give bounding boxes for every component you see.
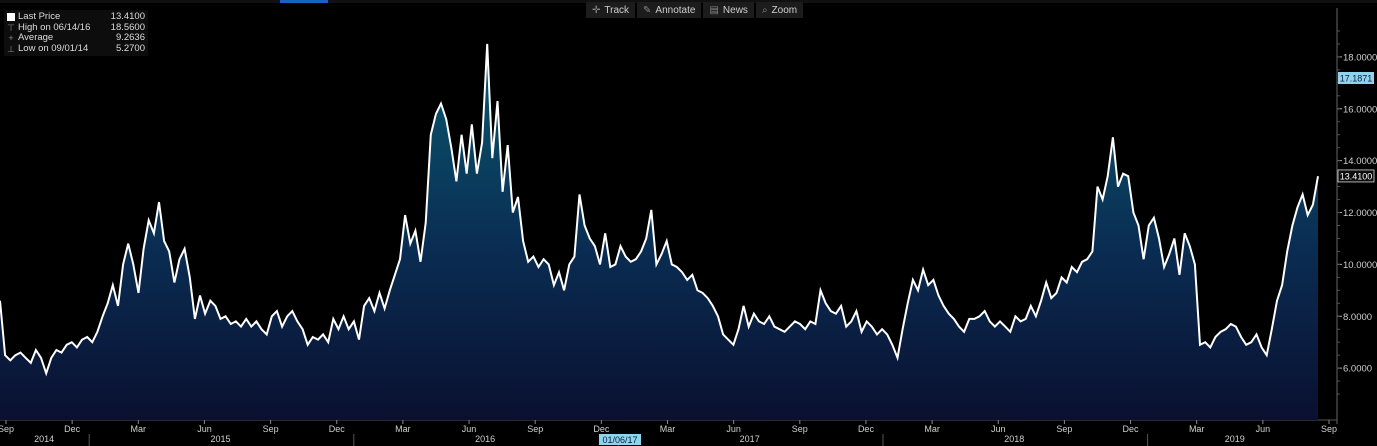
x-month-label: Jun xyxy=(726,424,741,434)
x-year-label: 2016 xyxy=(475,434,495,444)
legend-value: 5.2700 xyxy=(115,42,145,54)
y-tick-label: 6.0000 xyxy=(1343,364,1372,375)
y-marker-label: 13.4100 xyxy=(1340,171,1373,181)
x-month-label: Mar xyxy=(131,424,147,434)
x-month-label: Mar xyxy=(1189,424,1205,434)
y-markers: 17.1871 13.4100 xyxy=(1337,71,1375,183)
legend-row-low: ⊥ Low on 09/01/14 5.2700 xyxy=(7,42,145,55)
track-button[interactable]: ✛ Track xyxy=(586,2,636,18)
x-month-label: Jun xyxy=(462,424,477,434)
y-tick-label: 18.0000 xyxy=(1343,52,1377,63)
y-tick-label: 14.0000 xyxy=(1343,156,1377,167)
crosshair-date-label: 01/06/17 xyxy=(602,435,637,445)
x-month-label: Mar xyxy=(660,424,676,434)
y-tick-label: 12.0000 xyxy=(1343,208,1377,219)
x-year-label: 2014 xyxy=(34,434,54,444)
x-year-label: 2015 xyxy=(210,434,230,444)
x-month-label: Dec xyxy=(329,424,346,434)
x-month-label: Mar xyxy=(395,424,411,434)
news-label: News xyxy=(722,4,748,16)
x-month-label: Sep xyxy=(0,424,14,434)
pencil-icon: ✎ xyxy=(643,4,652,16)
x-month-label: Jun xyxy=(197,424,212,434)
annotate-label: Annotate xyxy=(655,4,696,16)
y-axis: 6.0000 8.0000 10.0000 12.0000 14.0000 16.0000… xyxy=(1336,8,1377,424)
magnifier-icon: ⌕ xyxy=(761,4,768,16)
legend-label: Last Price xyxy=(18,11,61,22)
legend-value: 18.5600 xyxy=(110,21,145,33)
x-month-label: Sep xyxy=(263,424,279,434)
active-tab-indicator xyxy=(280,0,328,3)
x-month-label: Jun xyxy=(991,424,1006,434)
x-month-label: Jun xyxy=(1256,424,1271,434)
top-bar xyxy=(0,0,1377,3)
news-icon: ▤ xyxy=(709,4,719,16)
x-month-label: Sep xyxy=(792,424,808,434)
y-marker-label: 17.1871 xyxy=(1340,73,1373,83)
x-month-label: Mar xyxy=(924,424,940,434)
x-month-label: Dec xyxy=(593,424,610,434)
x-month-label: Sep xyxy=(1056,424,1072,434)
white-swatch-icon xyxy=(7,13,15,22)
legend-label: High on 06/14/16 xyxy=(18,21,91,33)
x-month-label: Sep xyxy=(527,424,543,434)
legend-value: 9.2636 xyxy=(115,32,145,43)
y-tick-label: 8.0000 xyxy=(1343,312,1372,323)
price-line xyxy=(0,43,1319,377)
track-label: Track xyxy=(604,4,630,16)
legend-value: 13.4100 xyxy=(110,11,145,22)
zoom-label: Zoom xyxy=(771,4,798,16)
y-marker-box xyxy=(1337,169,1375,183)
chart-toolbar: ✛ Track ✎ Annotate ▤ News ⌕ Zoom xyxy=(586,2,804,18)
high-marker-icon: ⊤ xyxy=(7,22,15,33)
x-year-label: 2018 xyxy=(1004,434,1024,444)
chart-legend: Last Price 13.4100 ⊤ High on 06/14/16 18.… xyxy=(4,10,148,56)
news-button[interactable]: ▤ News xyxy=(703,2,754,18)
crosshair-icon: ✛ xyxy=(592,4,601,16)
legend-row-last-price[interactable]: Last Price 13.4100 xyxy=(7,11,145,23)
y-tick-label: 10.0000 xyxy=(1343,260,1377,271)
x-month-label: Dec xyxy=(1123,424,1140,434)
x-axis: Sep Dec Mar Jun Sep Dec Mar Jun Sep Dec Mar Jun Sep D… xyxy=(0,419,1337,446)
y-marker-box xyxy=(1338,71,1374,84)
price-area xyxy=(0,43,1318,421)
x-year-label: 2019 xyxy=(1225,434,1245,444)
x-year-label: 2017 xyxy=(740,434,760,444)
average-marker-icon: + xyxy=(8,33,14,43)
legend-row-high: ⊤ High on 06/14/16 18.5600 xyxy=(7,21,145,34)
x-month-label: Sep xyxy=(1321,424,1337,434)
zoom-button[interactable]: ⌕ Zoom xyxy=(755,2,804,18)
crosshair-date-badge xyxy=(599,434,641,445)
x-month-label: Dec xyxy=(64,424,81,434)
y-tick-label: 16.0000 xyxy=(1343,104,1377,115)
x-month-label: Dec xyxy=(858,424,875,434)
legend-label: Average xyxy=(18,32,54,43)
legend-row-average: + Average 9.2636 xyxy=(7,32,145,44)
legend-label: Low on 09/01/14 xyxy=(18,42,89,54)
annotate-button[interactable]: ✎ Annotate xyxy=(637,2,702,18)
low-marker-icon: ⊥ xyxy=(7,43,15,54)
